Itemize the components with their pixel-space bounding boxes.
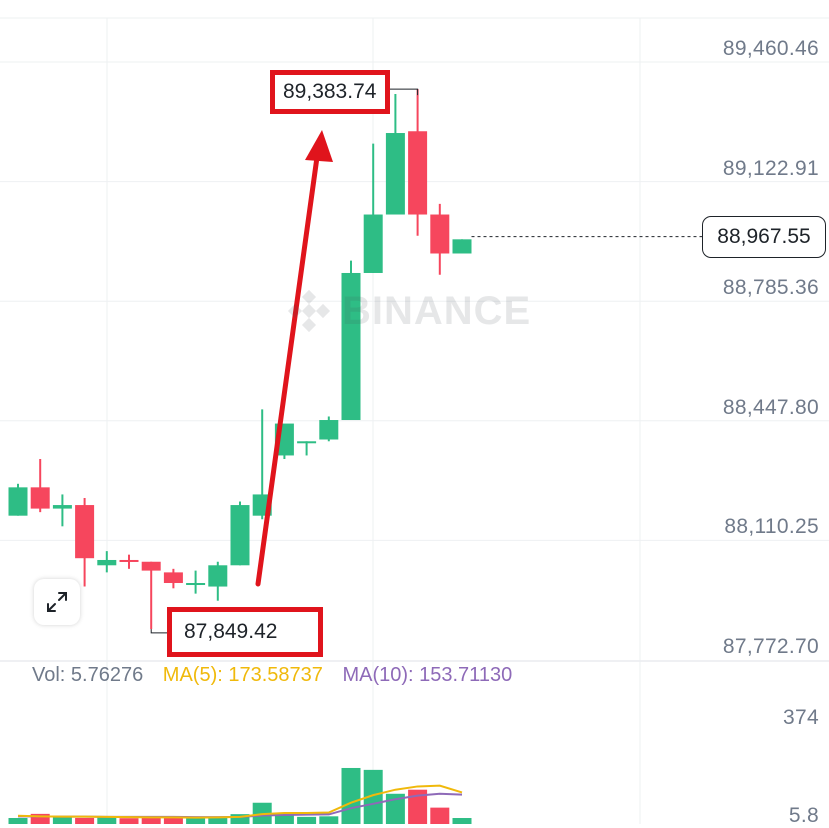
volume-bar xyxy=(274,812,294,824)
low-price-annotation: 87,849.42 xyxy=(167,607,323,657)
volume-bar xyxy=(385,793,405,824)
ma10-value: MA(10): 153.71130 xyxy=(342,664,513,686)
volume-bar xyxy=(452,818,472,824)
volume-bar xyxy=(408,789,428,824)
expand-arrows-icon xyxy=(47,592,67,612)
volume-bar xyxy=(208,818,228,824)
candle-body xyxy=(385,133,405,215)
candle-body xyxy=(75,505,95,559)
candle-body xyxy=(208,565,228,587)
volume-bar xyxy=(8,818,28,824)
y-axis-tick-label: 87,772.70 xyxy=(722,635,819,658)
y-axis-tick-label: 88,110.25 xyxy=(724,515,819,539)
volume-bar xyxy=(363,769,383,824)
y-axis-tick-label: 88,447.80 xyxy=(722,395,819,419)
volume-bar xyxy=(186,818,206,824)
fullscreen-button[interactable] xyxy=(34,579,80,625)
volume-bar xyxy=(119,818,139,824)
candle-body xyxy=(363,214,383,273)
candle-body xyxy=(319,420,339,440)
volume-bar xyxy=(163,818,183,824)
annotations xyxy=(150,88,419,634)
trend-arrow-head xyxy=(305,130,333,162)
candle-body xyxy=(119,559,139,562)
volume-bar xyxy=(297,816,317,824)
candle-body xyxy=(163,572,183,584)
volume-tick-label: 374 xyxy=(783,706,819,729)
volume-bar xyxy=(52,817,72,824)
candle-body xyxy=(297,441,317,444)
binance-logo-icon xyxy=(287,289,331,333)
moving-average-lines xyxy=(17,784,463,819)
volume-bar xyxy=(319,816,339,824)
candle-body xyxy=(186,583,206,586)
volume-value: Vol: 5.76276 xyxy=(32,664,144,686)
high-leader-line xyxy=(390,88,419,96)
volume-bar xyxy=(430,807,450,824)
y-axis-tick-label: 88,785.36 xyxy=(722,276,819,300)
volume-bar xyxy=(97,817,117,824)
candle-body xyxy=(8,487,28,516)
high-price-annotation: 89,383.74 xyxy=(270,70,390,114)
candle-body xyxy=(341,272,361,421)
binance-watermark: BINANCE xyxy=(286,288,531,334)
ma5-value: MA(5): 173.58737 xyxy=(162,664,323,686)
volume-legend: Vol: 5.76276 MA(5): 173.58737 MA(10): 15… xyxy=(32,664,526,687)
volume-bar xyxy=(230,814,250,824)
volume-bar xyxy=(341,767,361,824)
volume-bar xyxy=(141,816,161,824)
y-axis-tick-label: 89,460.46 xyxy=(722,37,819,60)
candle-body xyxy=(52,505,72,509)
trend-arrow-shaft xyxy=(255,147,321,587)
volume-bar xyxy=(30,813,50,824)
ma5-line xyxy=(17,784,463,819)
volume-tick-label: 5.8 xyxy=(788,804,819,827)
watermark-text: BINANCE xyxy=(342,288,532,333)
candle-body xyxy=(141,561,161,571)
candles xyxy=(8,89,702,630)
y-axis-tick-label: 89,122.91 xyxy=(722,156,819,180)
candle-body xyxy=(430,214,450,254)
candle-body xyxy=(230,505,250,566)
candle-body xyxy=(452,239,472,254)
current-price-badge: 88,967.55 xyxy=(702,216,826,258)
candle-body xyxy=(30,487,50,509)
volume-bar xyxy=(75,818,95,824)
candle-body xyxy=(97,559,117,566)
candle-body xyxy=(408,131,428,215)
